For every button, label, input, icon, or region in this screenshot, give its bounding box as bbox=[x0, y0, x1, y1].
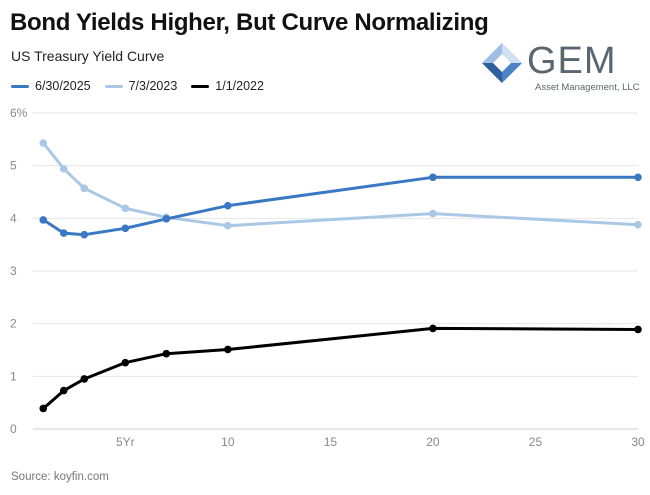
data-point bbox=[80, 184, 89, 193]
data-point bbox=[162, 215, 171, 223]
data-point bbox=[429, 324, 437, 333]
logo-tagline: Asset Management, LLC bbox=[535, 82, 640, 93]
data-point bbox=[429, 173, 437, 182]
legend-swatch bbox=[191, 84, 210, 88]
company-logo: GEM Asset Management, LLC bbox=[481, 40, 640, 96]
legend-swatch bbox=[104, 84, 123, 88]
data-point bbox=[224, 201, 232, 210]
y-tick-label: 0 bbox=[10, 422, 17, 436]
x-tick-label: 30 bbox=[631, 435, 645, 449]
data-point bbox=[39, 139, 48, 147]
x-tick-label: 25 bbox=[529, 435, 543, 449]
data-point bbox=[39, 216, 48, 224]
legend-item-series-1: 6/30/2025 bbox=[11, 79, 91, 93]
legend-label: 1/1/2022 bbox=[215, 79, 264, 93]
logo-wordmark: GEM bbox=[527, 40, 617, 82]
diamond-logo-icon bbox=[482, 43, 522, 83]
x-tick-label: 10 bbox=[221, 435, 235, 449]
data-point bbox=[224, 345, 232, 354]
data-point bbox=[121, 224, 130, 233]
y-tick-label: 6% bbox=[10, 106, 28, 120]
data-point bbox=[121, 204, 130, 213]
chart-subtitle: US Treasury Yield Curve bbox=[11, 48, 165, 64]
source-note: Source: koyfin.com bbox=[11, 471, 109, 483]
legend-swatch bbox=[11, 84, 29, 88]
data-point bbox=[121, 358, 130, 367]
series-line bbox=[41, 175, 640, 237]
series-line bbox=[41, 141, 640, 228]
x-tick-label: 5Yr bbox=[116, 435, 135, 449]
legend-label: 6/30/2025 bbox=[35, 79, 91, 93]
y-tick-label: 5 bbox=[10, 159, 17, 173]
y-tick-label: 2 bbox=[10, 317, 17, 331]
x-tick-label: 15 bbox=[324, 435, 338, 449]
x-tick-label: 20 bbox=[426, 435, 440, 449]
legend-item-series-3: 1/1/2022 bbox=[191, 79, 264, 93]
data-point bbox=[162, 349, 171, 358]
legend-label: 7/3/2023 bbox=[128, 79, 178, 93]
data-point bbox=[59, 386, 68, 395]
chart-legend: 6/30/2025 7/3/2023 1/1/2022 bbox=[11, 79, 278, 93]
data-point bbox=[634, 173, 642, 182]
data-point bbox=[80, 230, 89, 239]
y-tick-label: 1 bbox=[10, 369, 17, 383]
y-tick-label: 3 bbox=[10, 264, 17, 278]
data-point bbox=[224, 221, 232, 230]
data-point bbox=[634, 325, 642, 334]
data-point bbox=[80, 375, 89, 383]
y-tick-label: 4 bbox=[10, 211, 17, 225]
data-point bbox=[634, 220, 642, 229]
data-point bbox=[59, 165, 68, 173]
legend-item-series-2: 7/3/2023 bbox=[104, 79, 178, 93]
chart-title: Bond Yields Higher, But Curve Normalizin… bbox=[10, 9, 489, 36]
data-point bbox=[39, 404, 48, 413]
series-line bbox=[41, 326, 640, 410]
data-point bbox=[429, 209, 437, 218]
data-point bbox=[59, 229, 68, 237]
